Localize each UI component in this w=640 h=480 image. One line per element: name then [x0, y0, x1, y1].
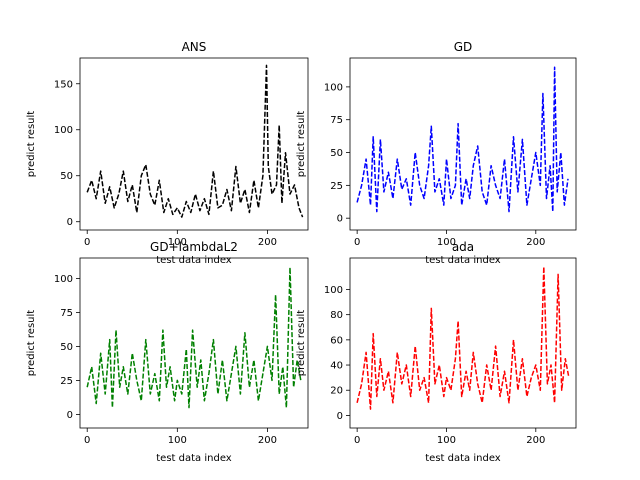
- y-tick-label: 75: [60, 308, 73, 319]
- series-line-2-0: [86, 266, 302, 409]
- x-tick-label: 0: [354, 237, 360, 248]
- x-tick-label: 0: [84, 237, 90, 248]
- x-axis-label: test data index: [425, 453, 501, 464]
- axes-frame: [79, 257, 309, 429]
- subplot-0: 0 100 200 0 50 100 150 ANS test data index predic…: [26, 40, 309, 266]
- x-tick-label: 100: [437, 237, 456, 248]
- y-axis-label: predict result: [26, 310, 37, 376]
- y-tick-label: 40: [330, 361, 343, 372]
- y-tick-label: 0: [337, 214, 343, 225]
- y-tick-label: 150: [54, 79, 73, 90]
- x-tick-label: 100: [168, 237, 187, 248]
- y-tick-label: 80: [330, 310, 343, 321]
- y-tick-label: 0: [67, 217, 73, 228]
- x-tick-label: 0: [354, 435, 360, 446]
- axes-frame: [349, 57, 577, 231]
- axes-frame: [79, 57, 309, 231]
- y-tick-label: 100: [324, 285, 343, 296]
- x-tick-label: 100: [168, 435, 187, 446]
- y-tick-label: 100: [324, 82, 343, 93]
- y-tick-label: 100: [54, 125, 73, 136]
- x-axis-label: test data index: [156, 255, 232, 266]
- y-tick-label: 25: [330, 181, 343, 192]
- subplot-title: GD: [454, 40, 473, 54]
- y-tick-label: 25: [60, 376, 73, 387]
- y-tick-label: 60: [330, 335, 343, 346]
- x-tick-label: 100: [437, 435, 456, 446]
- series-line-1-0: [356, 66, 569, 213]
- y-tick-label: 100: [54, 274, 73, 285]
- y-axis-label: predict result: [296, 310, 307, 376]
- y-tick-label: 20: [330, 386, 343, 397]
- x-tick-label: 200: [526, 435, 545, 446]
- x-tick-label: 200: [258, 435, 277, 446]
- y-axis-label: predict result: [296, 111, 307, 177]
- y-tick-label: 50: [330, 148, 343, 159]
- series-line-0-0: [86, 64, 304, 218]
- y-tick-label: 0: [337, 411, 343, 422]
- x-axis-label: test data index: [425, 255, 501, 266]
- y-tick-label: 0: [67, 410, 73, 421]
- y-tick-label: 75: [330, 115, 343, 126]
- x-tick-label: 200: [258, 237, 277, 248]
- subplot-1: 0 100 200 0 25 50 75 100 GD test data index predic…: [296, 40, 577, 266]
- series-line-3-0: [356, 266, 570, 410]
- y-tick-label: 50: [60, 342, 73, 353]
- x-axis-label: test data index: [156, 453, 232, 464]
- subplot-title: GD+lambdaL2: [150, 240, 238, 254]
- y-tick-label: 50: [60, 171, 73, 182]
- x-tick-label: 200: [526, 237, 545, 248]
- subplot-title: ada: [452, 240, 474, 254]
- x-tick-label: 0: [84, 435, 90, 446]
- y-axis-label: predict result: [26, 111, 37, 177]
- axes-frame: [349, 257, 577, 429]
- subplot-title: ANS: [182, 40, 207, 54]
